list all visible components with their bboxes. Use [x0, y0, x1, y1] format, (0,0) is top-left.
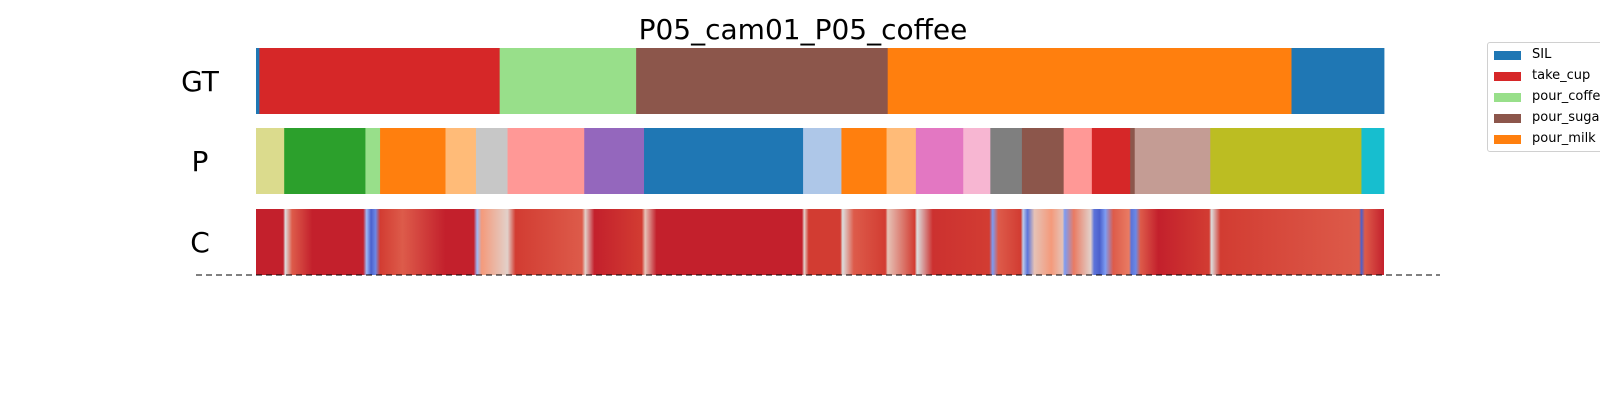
segment-p-5: [475, 128, 508, 194]
legend-swatch: [1494, 135, 1521, 144]
segment-p-17: [1091, 128, 1131, 194]
segment-p-1: [284, 128, 366, 194]
segment-p-14: [990, 128, 1023, 194]
segment-gt-2: [499, 48, 637, 114]
legend-swatch: [1494, 51, 1521, 60]
row-label-gt: GT: [181, 65, 220, 98]
legend-label: SIL: [1532, 47, 1552, 62]
legend-label: pour_milk: [1532, 131, 1596, 146]
segment-p-15: [1021, 128, 1065, 194]
segment-p-7: [584, 128, 645, 194]
row-p: P: [192, 128, 1385, 194]
legend: SIL take_cup pour_coffee pour_sugar pour_mil…: [1487, 42, 1600, 152]
segment-p-0: [256, 128, 285, 194]
segment-p-4: [445, 128, 477, 194]
segment-p-6: [507, 128, 585, 194]
segment-p-19: [1134, 128, 1211, 194]
timeline-rows: GT P C: [181, 48, 1385, 275]
segment-gt-5: [1291, 48, 1385, 114]
row-label-c: C: [190, 226, 210, 259]
segment-gt-0: [256, 48, 260, 114]
segment-p-10: [841, 128, 887, 194]
legend-swatch: [1494, 114, 1521, 123]
segment-p-18: [1130, 128, 1136, 194]
segment-p-8: [644, 128, 804, 194]
segment-p-11: [886, 128, 917, 194]
segment-p-20: [1210, 128, 1362, 194]
confidence-band: [256, 209, 1384, 275]
chart-title: P05_cam01_P05_coffee: [639, 13, 968, 46]
segment-gt-1: [259, 48, 501, 114]
row-gt: GT: [181, 48, 1385, 114]
legend-label: pour_coffee: [1532, 89, 1600, 104]
segment-p-16: [1063, 128, 1093, 194]
segment-gt-4: [887, 48, 1292, 114]
segment-gt-3: [636, 48, 889, 114]
row-label-p: P: [192, 145, 209, 178]
segment-p-12: [915, 128, 964, 194]
segment-p-13: [963, 128, 991, 194]
segment-p-9: [803, 128, 842, 194]
legend-label: take_cup: [1532, 68, 1591, 83]
legend-swatch: [1494, 93, 1521, 102]
legend-label: pour_sugar: [1532, 110, 1600, 125]
legend-swatch: [1494, 72, 1521, 81]
segment-p-21: [1361, 128, 1385, 194]
row-c: C: [190, 209, 1384, 275]
segment-p-2: [365, 128, 381, 194]
segment-p-3: [380, 128, 446, 194]
